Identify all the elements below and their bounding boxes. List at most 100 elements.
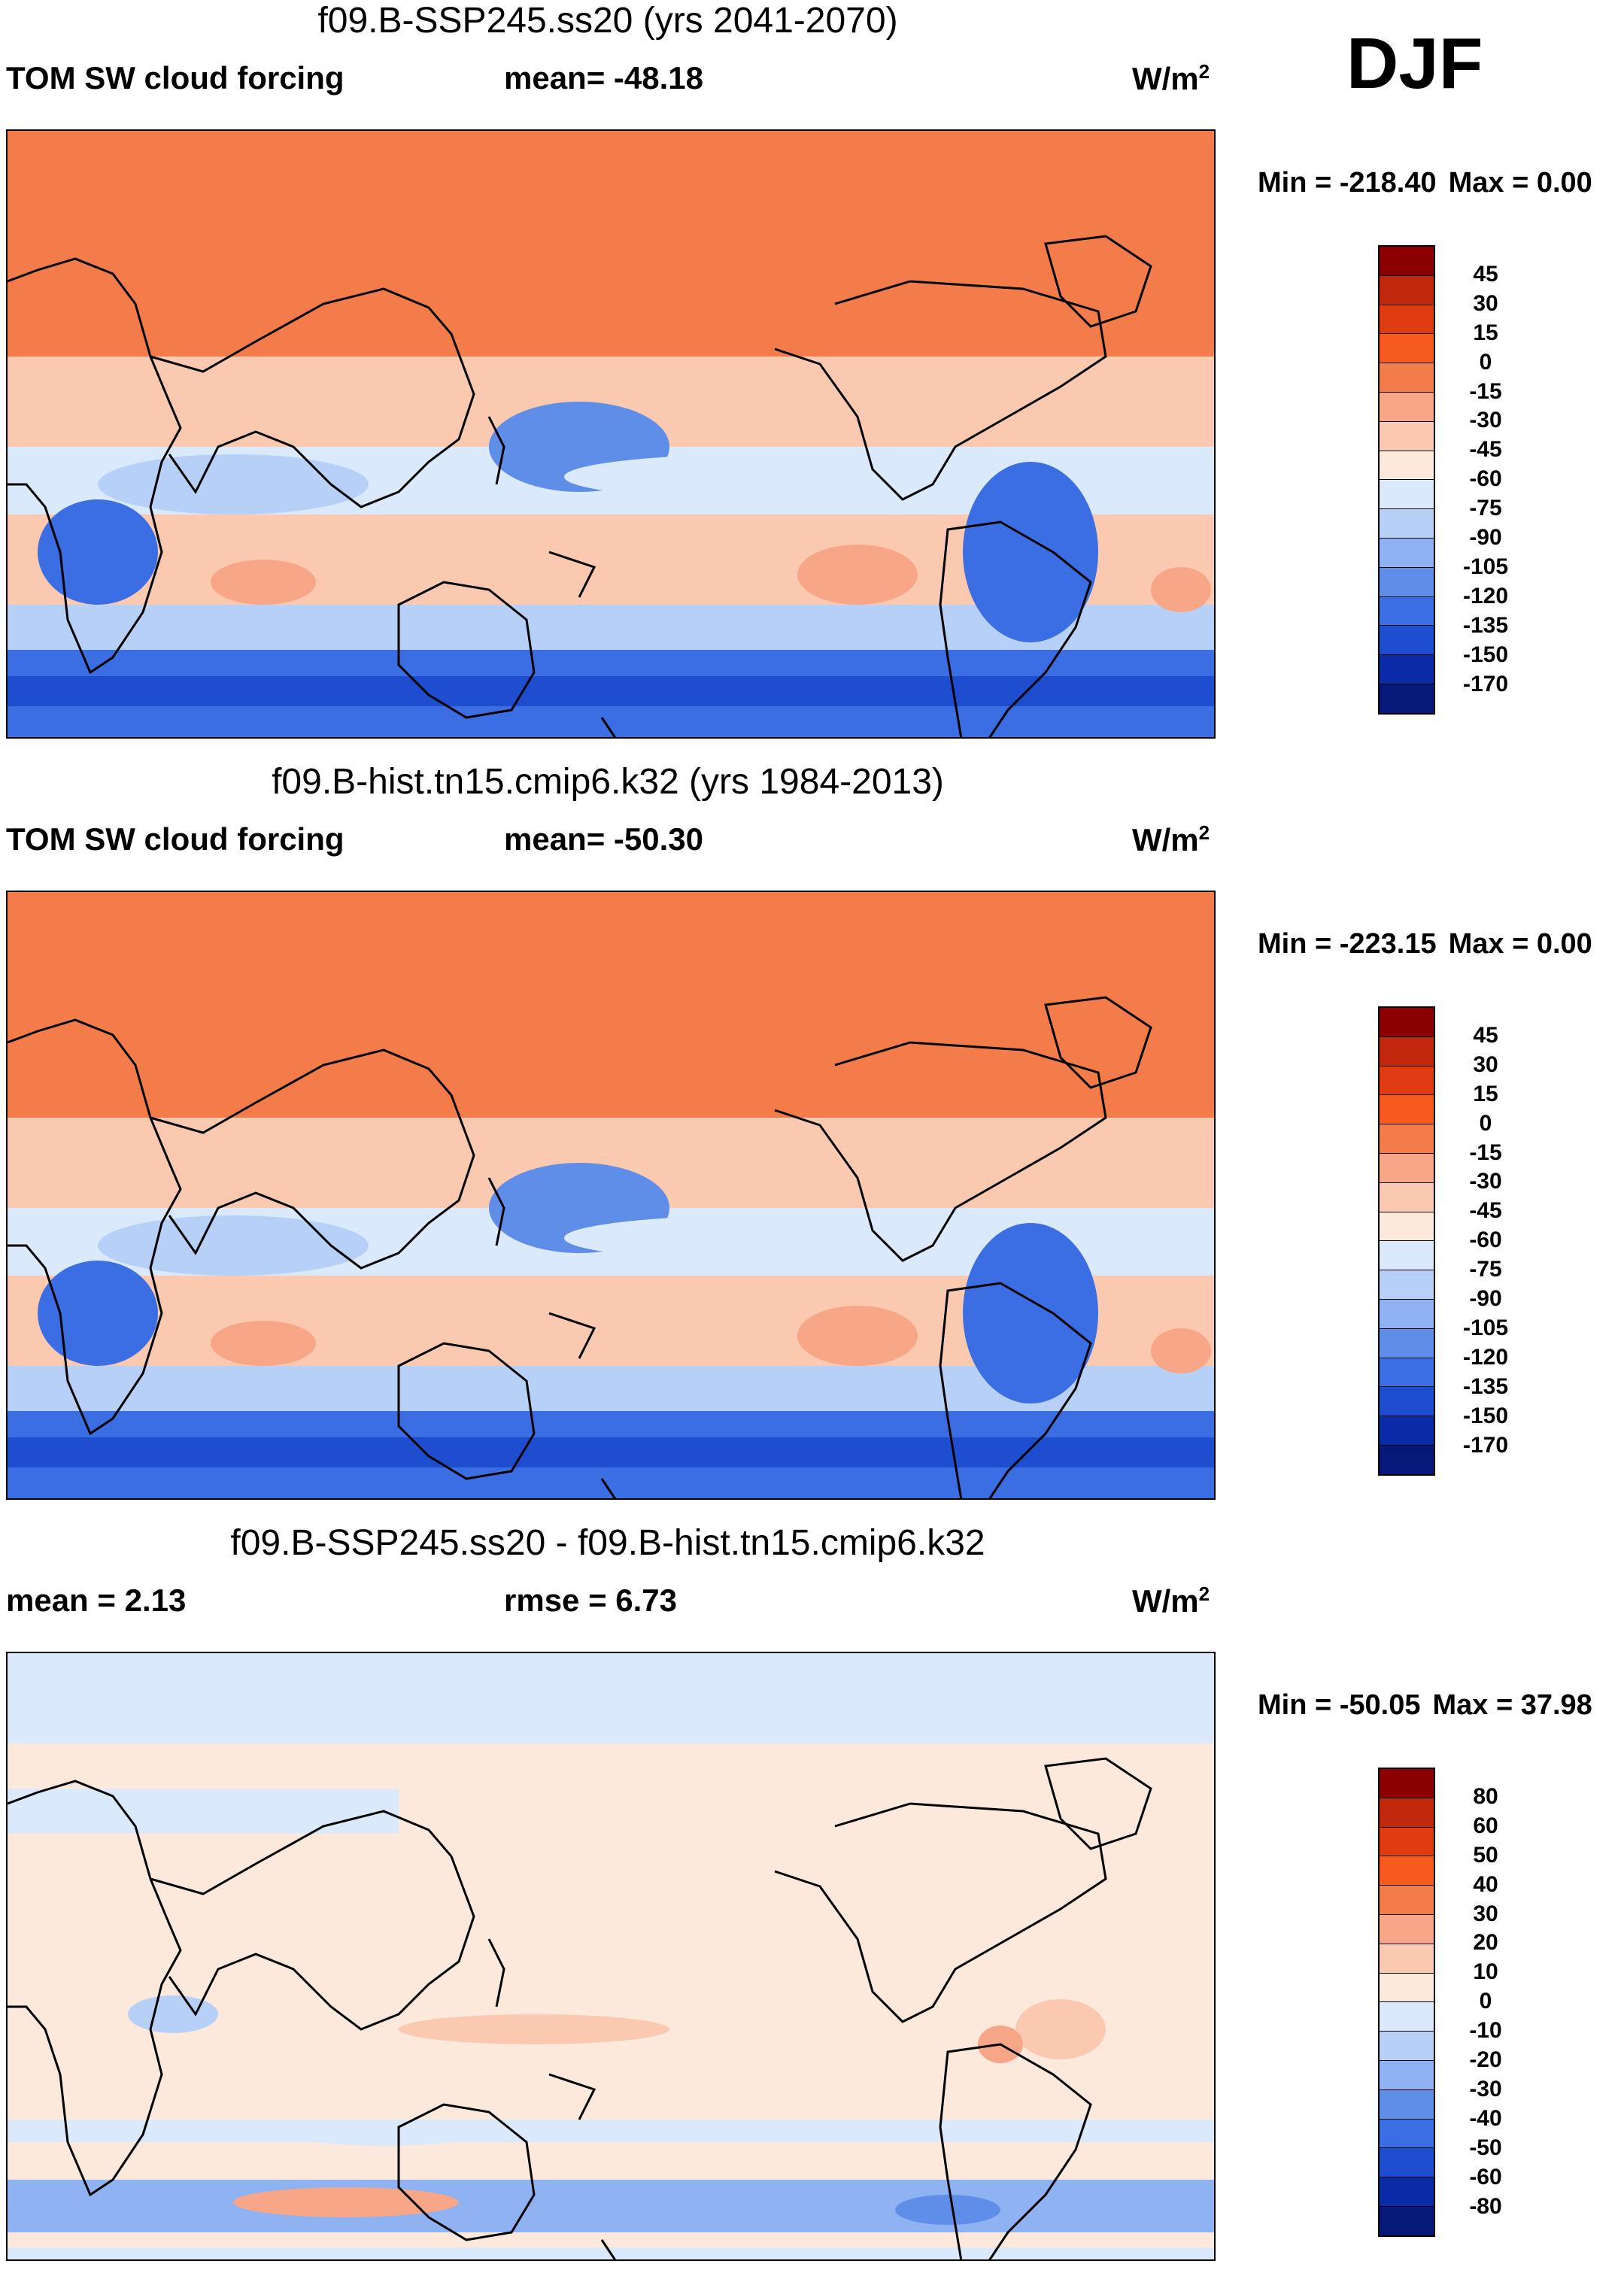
- coastline: [548, 2073, 596, 2120]
- colorbar-tick-label: -120: [1462, 583, 1509, 608]
- colorbar-swatch: [1380, 451, 1434, 481]
- colorbar-tick-label: -10: [1469, 2018, 1502, 2044]
- coastline: [1044, 1757, 1152, 1850]
- colorbar-swatch: [1380, 1036, 1434, 1067]
- colorbar-swatch: [1380, 1358, 1434, 1388]
- colorbar-swatch: [1380, 2002, 1434, 2032]
- colorbar-swatch: [1380, 1241, 1434, 1271]
- colorbar-swatch: [1380, 1387, 1434, 1417]
- colorbar-tick-label: -135: [1462, 612, 1509, 638]
- panel-future: f09.B-SSP245.ss20 (yrs 2041-2070) TOM SW…: [0, 0, 1624, 760]
- colorbar-swatch: [1380, 275, 1434, 305]
- colorbar-tick-label: 0: [1479, 349, 1492, 375]
- colorbar-tick-label: 20: [1473, 1930, 1498, 1956]
- colorbar-tick-label: 10: [1473, 1959, 1498, 1985]
- coastline: [397, 1342, 536, 1480]
- colorbar-tick-label: -135: [1462, 1373, 1509, 1399]
- coastline: [397, 581, 536, 719]
- coastline: [8, 1018, 182, 1436]
- colorbar-swatch: [1380, 538, 1434, 568]
- colorbar-tick-label: -45: [1469, 1198, 1502, 1224]
- colorbar-swatch: [1380, 1328, 1434, 1358]
- colorbar-swatch: [1380, 1095, 1434, 1125]
- colorbar-swatch: [1380, 1445, 1434, 1474]
- colorbar-tick-label: 60: [1473, 1813, 1498, 1838]
- colorbar-tick-label: 0: [1479, 1989, 1492, 2014]
- units-label: W/m2: [1132, 1583, 1210, 1619]
- colorbar-swatch: [1380, 1798, 1434, 1828]
- colorbar-tick-label: -50: [1469, 2135, 1502, 2160]
- colorbar-tick-label: -105: [1462, 554, 1509, 579]
- colorbar-tick-label: -75: [1469, 1257, 1502, 1282]
- min-max-label: Min = -223.15 Max = 0.00: [1258, 928, 1592, 960]
- colorbar-tick-label: -170: [1462, 1432, 1509, 1458]
- coastline: [939, 1282, 1092, 1498]
- colorbar-swatch: [1380, 363, 1434, 393]
- mean-label: mean = 2.13: [6, 1583, 187, 1618]
- colorbar-swatch: [1380, 2060, 1434, 2090]
- colorbar-swatch: [1380, 2089, 1434, 2120]
- colorbar-swatch: [1380, 305, 1434, 335]
- world-map: [6, 891, 1216, 1500]
- colorbar-swatch: [1380, 2206, 1434, 2235]
- colorbar-swatch: [1380, 2177, 1434, 2207]
- colorbar-tick-label: -170: [1462, 671, 1509, 696]
- panel-title: f09.B-SSP245.ss20 (yrs 2041-2070): [317, 1, 898, 41]
- coastline: [939, 520, 1092, 737]
- rmse-label: rmse = 6.73: [504, 1583, 678, 1618]
- world-map: [6, 1652, 1216, 2261]
- mean-label: mean= -48.18: [504, 60, 704, 96]
- colorbar-tick-label: -120: [1462, 1344, 1509, 1370]
- colorbar-tick-label: 30: [1473, 1901, 1498, 1926]
- min-max-label: Min = -218.40 Max = 0.00: [1258, 167, 1592, 199]
- colorbar-tick-label: -60: [1469, 2164, 1502, 2189]
- coastline: [1044, 235, 1152, 328]
- colorbar-tick-label: -150: [1462, 1403, 1509, 1428]
- colorbar: [1378, 245, 1435, 715]
- colorbar-swatch: [1380, 1914, 1434, 1944]
- colorbar-tick-label: 15: [1473, 320, 1498, 345]
- colorbar-swatch: [1380, 2148, 1434, 2178]
- colorbar: [1378, 1768, 1435, 2237]
- colorbar-tick-label: 45: [1473, 1022, 1498, 1048]
- coastline: [1044, 996, 1152, 1089]
- coastline: [397, 2103, 536, 2241]
- coastline: [150, 1048, 475, 1270]
- colorbar-swatch: [1380, 247, 1434, 276]
- colorbar-swatch: [1380, 2032, 1434, 2061]
- coastline: [939, 2043, 1092, 2259]
- colorbar-tick-label: 0: [1479, 1110, 1492, 1136]
- colorbar-tick-label: -90: [1469, 525, 1502, 550]
- coastline: [600, 1478, 617, 1498]
- colorbar-swatch: [1380, 334, 1434, 364]
- coastline: [8, 257, 182, 675]
- colorbar-tick-label: -20: [1469, 2047, 1502, 2072]
- colorbar-swatch: [1380, 509, 1434, 539]
- colorbar-swatch: [1380, 626, 1434, 656]
- panel-title: f09.B-SSP245.ss20 - f09.B-hist.tn15.cmip…: [230, 1523, 985, 1563]
- colorbar-swatch: [1380, 421, 1434, 451]
- colorbar-swatch: [1380, 2119, 1434, 2149]
- colorbar-tick-label: -90: [1469, 1286, 1502, 1311]
- colorbar-tick-label: 40: [1473, 1871, 1498, 1897]
- colorbar-tick-label: -15: [1469, 1139, 1502, 1165]
- colorbar-tick-label: -15: [1469, 378, 1502, 404]
- colorbar-swatch: [1380, 1856, 1434, 1886]
- colorbar-tick-label: -30: [1469, 2076, 1502, 2101]
- colorbar-swatch: [1380, 1827, 1434, 1857]
- colorbar-swatch: [1380, 1769, 1434, 1798]
- colorbar-tick-label: -60: [1469, 1227, 1502, 1253]
- colorbar-swatch: [1380, 1416, 1434, 1446]
- coastline: [774, 1041, 1107, 1262]
- colorbar-tick-label: -150: [1462, 642, 1509, 667]
- coastline: [8, 1780, 182, 2197]
- colorbar-tick-label: 30: [1473, 290, 1498, 316]
- colorbar-tick-label: -80: [1469, 2193, 1502, 2219]
- mean-label: mean= -50.30: [504, 821, 704, 857]
- colorbar-swatch: [1380, 1886, 1434, 1915]
- panel-title: f09.B-hist.tn15.cmip6.k32 (yrs 1984-2013…: [272, 762, 944, 802]
- colorbar-tick-label: -105: [1462, 1315, 1509, 1340]
- panel-difference: f09.B-SSP245.ss20 - f09.B-hist.tn15.cmip…: [0, 1522, 1624, 2282]
- world-map: [6, 129, 1216, 739]
- variable-label: TOM SW cloud forcing: [6, 821, 345, 857]
